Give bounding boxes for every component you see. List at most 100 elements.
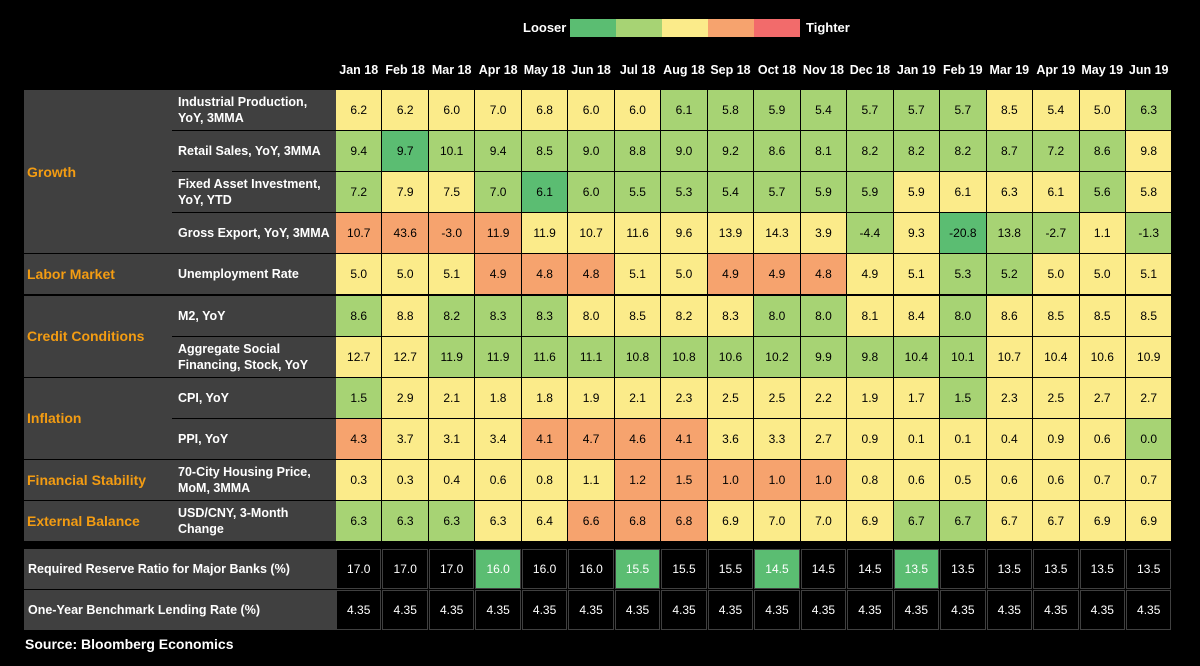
policy-cell: 13.5	[1079, 549, 1125, 589]
heatmap-cell: 1.8	[521, 377, 568, 418]
heatmap-cell: 6.3	[336, 501, 382, 542]
heatmap-cell: 1.0	[800, 459, 847, 500]
indicator-label: Gross Export, YoY, 3MMA	[172, 213, 336, 254]
policy-cell: 16.0	[475, 549, 521, 589]
heatmap-cell: 7.0	[754, 501, 800, 542]
heatmap-cell: 2.1	[614, 377, 661, 418]
heatmap-cell: 4.9	[754, 254, 800, 295]
policy-cell: 4.35	[614, 590, 661, 630]
indicator-label: CPI, YoY	[172, 377, 336, 418]
column-header: Mar 18	[428, 50, 475, 90]
heatmap-cell: 0.8	[847, 459, 893, 500]
heatmap-cell: 7.0	[475, 90, 521, 131]
heatmap-cell: 8.6	[754, 131, 800, 172]
heatmap-cell: 6.3	[475, 501, 521, 542]
indicator-label: M2, YoY	[172, 295, 336, 336]
heatmap-cell: 3.6	[707, 418, 754, 459]
heatmap-cell: 6.8	[614, 501, 661, 542]
heatmap-cell: 6.2	[382, 90, 428, 131]
category-label: Labor Market	[24, 254, 172, 295]
policy-cell: 14.5	[754, 549, 800, 589]
policy-cell: 16.0	[521, 549, 568, 589]
heatmap-cell: 8.8	[382, 295, 428, 336]
column-header: Jul 18	[614, 50, 661, 90]
heatmap-cell: 3.7	[382, 418, 428, 459]
heatmap-cell: 8.3	[475, 295, 521, 336]
heatmap-cell: 8.0	[754, 295, 800, 336]
heatmap-cell: 8.5	[1125, 295, 1172, 336]
heatmap-cell: 0.7	[1125, 459, 1172, 500]
heatmap-cell: 1.2	[614, 459, 661, 500]
heatmap-cell: 6.9	[847, 501, 893, 542]
column-header: Jan 18	[336, 50, 382, 90]
heatmap-cell: 8.2	[893, 131, 940, 172]
indicator-label: Fixed Asset Investment, YoY, YTD	[172, 172, 336, 213]
heatmap-cell: 7.0	[800, 501, 847, 542]
policy-cell: 14.5	[800, 549, 847, 589]
heatmap-cell: 7.2	[336, 172, 382, 213]
heatmap-cell: 8.3	[521, 295, 568, 336]
heatmap-cell: 5.1	[428, 254, 475, 295]
policy-cell: 4.35	[661, 590, 707, 630]
heatmap-cell: 2.3	[986, 377, 1033, 418]
heatmap-cell: 5.9	[847, 172, 893, 213]
heatmap-cell: 12.7	[382, 336, 428, 377]
heatmap-cell: 4.8	[521, 254, 568, 295]
heatmap-cell: 8.8	[614, 131, 661, 172]
heatmap-cell: 8.2	[940, 131, 986, 172]
heatmap-cell: 1.0	[707, 459, 754, 500]
heatmap-cell: 11.9	[475, 336, 521, 377]
heatmap-cell: 1.1	[568, 459, 614, 500]
heatmap-cell: 8.3	[707, 295, 754, 336]
policy-cell: 4.35	[1079, 590, 1125, 630]
policy-cell: 15.5	[661, 549, 707, 589]
heatmap-cell: 10.8	[661, 336, 707, 377]
heatmap-cell: 9.7	[382, 131, 428, 172]
policy-cell: 4.35	[800, 590, 847, 630]
heatmap-cell: 0.5	[940, 459, 986, 500]
column-header: Sep 18	[707, 50, 754, 90]
heatmap-cell: 5.4	[707, 172, 754, 213]
heatmap-cell: 6.7	[893, 501, 940, 542]
heatmap-cell: 5.1	[1125, 254, 1172, 295]
heatmap-cell: 14.3	[754, 213, 800, 254]
heatmap-cell: 9.2	[707, 131, 754, 172]
category-label: Financial Stability	[24, 459, 172, 500]
heatmap-cell: 6.2	[336, 90, 382, 131]
heatmap-cell: 6.0	[428, 90, 475, 131]
indicator-label: USD/CNY, 3-Month Change	[172, 501, 336, 542]
heatmap-cell: 1.0	[754, 459, 800, 500]
heatmap-cell: 3.3	[754, 418, 800, 459]
heatmap-cell: 12.7	[336, 336, 382, 377]
heatmap-cell: 8.2	[428, 295, 475, 336]
heatmap-cell: 6.9	[707, 501, 754, 542]
column-header: Nov 18	[800, 50, 847, 90]
heatmap-cell: 9.8	[847, 336, 893, 377]
policy-cell: 4.35	[940, 590, 986, 630]
heatmap-cell: 5.0	[382, 254, 428, 295]
legend-swatch-2	[616, 19, 662, 37]
heatmap-cell: 9.0	[661, 131, 707, 172]
heatmap-cell: 1.9	[847, 377, 893, 418]
heatmap-cell: 5.9	[754, 90, 800, 131]
heatmap-cell: 0.3	[336, 459, 382, 500]
heatmap-cell: 10.6	[707, 336, 754, 377]
category-label: External Balance	[24, 501, 172, 542]
column-header: May 18	[521, 50, 568, 90]
heatmap-cell: 6.7	[1033, 501, 1079, 542]
heatmap-cell: 1.5	[336, 377, 382, 418]
heatmap-cell: 10.8	[614, 336, 661, 377]
heatmap-cell: 5.4	[1033, 90, 1079, 131]
column-header: May 19	[1079, 50, 1125, 90]
column-header: Feb 19	[940, 50, 986, 90]
heatmap-cell: 0.6	[475, 459, 521, 500]
heatmap-cell: 6.3	[428, 501, 475, 542]
heatmap-cell: 0.7	[1079, 459, 1125, 500]
legend-swatch-4	[708, 19, 754, 37]
heatmap-cell: 4.8	[800, 254, 847, 295]
heatmap-cell: 10.1	[940, 336, 986, 377]
heatmap-cell: 5.0	[1079, 254, 1125, 295]
heatmap-cell: 10.4	[1033, 336, 1079, 377]
heatmap-cell: 8.7	[986, 131, 1033, 172]
heatmap-cell: 3.4	[475, 418, 521, 459]
